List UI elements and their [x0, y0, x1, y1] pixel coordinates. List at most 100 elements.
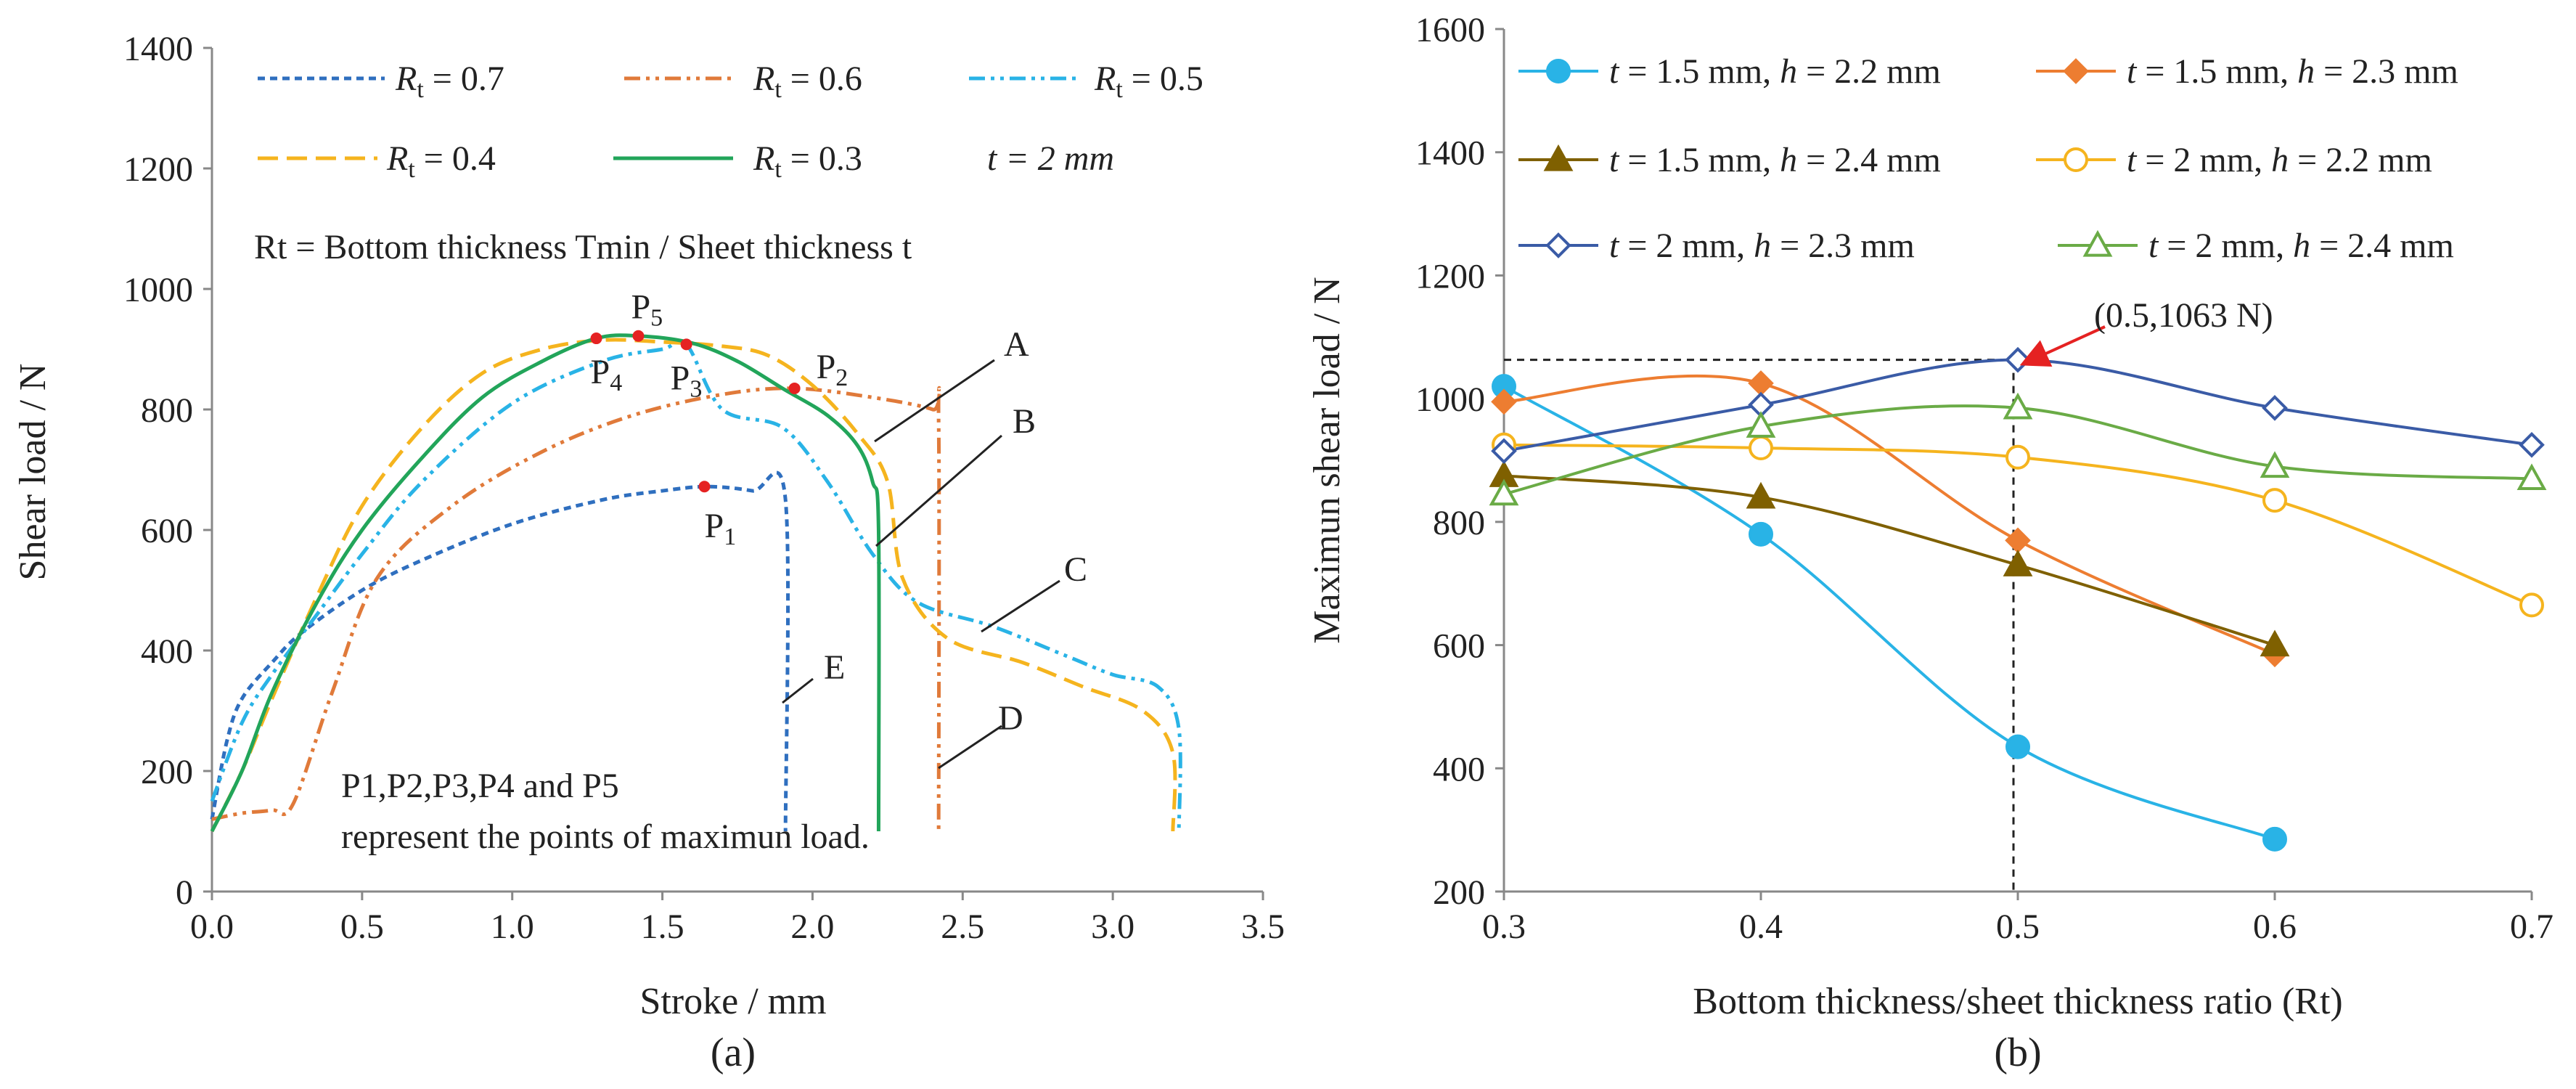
chart-a-max-point-letter: P — [671, 359, 690, 397]
chart-a-max-point-letter: P — [591, 353, 610, 391]
chart-b-xtick-label: 0.4 — [1739, 908, 1783, 946]
legend-a-rest: = 0.3 — [782, 139, 862, 178]
chart-b-ytick-label: 1600 — [1415, 11, 1485, 49]
callout-c-label: C — [1064, 550, 1087, 589]
chart-b-legend-h-value: = 2.2 mm — [1797, 52, 1941, 91]
chart-b-legend-h-symbol: h — [2297, 52, 2315, 91]
chart-b-point-4 — [2519, 431, 2545, 458]
chart-a-ytick-label: 600 — [141, 512, 193, 550]
chart-a-max-point-label: P3 — [671, 359, 703, 402]
chart-a-max-point — [788, 382, 801, 394]
chart-b-point-5 — [2003, 392, 2033, 420]
chart-a-ytick-label: 1000 — [123, 271, 193, 309]
legend-a-sym: R — [395, 60, 417, 98]
chart-b-legend-label: t = 1.5 mm, h = 2.2 mm — [1609, 52, 1941, 91]
chart-b-legend-label: t = 2 mm, h = 2.3 mm — [1609, 227, 1915, 265]
chart-b-xlabel-text: Bottom thickness/sheet thickness ratio (… — [1693, 981, 2342, 1022]
chart-b-markers — [1489, 346, 2547, 852]
chart-b-legend-t-value: = 2 mm, — [1619, 227, 1754, 265]
chart-a-max-point — [590, 333, 602, 345]
chart-a-xtick-label: 2.5 — [941, 908, 984, 946]
legend-a-sym: R — [386, 139, 408, 178]
chart-b-legend-label: t = 2 mm, h = 2.4 mm — [2148, 227, 2454, 265]
chart-b-legend-h-value: = 2.4 mm — [2310, 227, 2454, 265]
chart-b-legend-h-symbol: h — [2271, 141, 2289, 179]
chart-b-xtick-label: 0.3 — [1482, 908, 1526, 946]
callout-e-line — [782, 677, 814, 704]
chart-b-legend-h-symbol: h — [1780, 52, 1797, 91]
chart-b-point-4 — [2005, 346, 2031, 373]
chart-b-legend-label: t = 1.5 mm, h = 2.3 mm — [2127, 52, 2458, 91]
chart-b-ytick-label: 600 — [1433, 627, 1485, 666]
chart-b-legend-t-symbol: t — [1609, 52, 1620, 91]
chart-a-series — [210, 333, 1182, 833]
chart-b-legend-h-value: = 2.4 mm — [1797, 141, 1941, 179]
chart-a-xtick-label: 3.5 — [1241, 908, 1285, 946]
callout-d-line — [938, 725, 1002, 770]
chart-b-reference-lines — [1504, 359, 2018, 892]
chart-b-point-0 — [2262, 826, 2287, 852]
chart-a-xlabel: Stroke / mm — [639, 981, 826, 1022]
legend-a-sym: R — [753, 139, 774, 178]
chart-a-xtick-label: 3.0 — [1091, 908, 1134, 946]
chart-b-point-1 — [2005, 527, 2031, 554]
chart-a-xtick-label: 0.0 — [190, 908, 234, 946]
chart-b-point-3 — [1749, 436, 1773, 461]
chart-b-ticks: 0.3 0.4 0.5 0.6 0.7 200 400 600 800 1000 1200 1400 1… — [1415, 11, 2553, 946]
legend-a-rest: = 0.6 — [782, 60, 862, 98]
chart-b-legend-h-value: = 2.2 mm — [2289, 141, 2432, 179]
chart-a-callouts — [782, 359, 1060, 770]
callout-d-label: D — [998, 699, 1023, 738]
chart-b-legend-h-value: = 2.3 mm — [1771, 227, 1915, 265]
callout-c-line — [981, 579, 1060, 633]
chart-b-ytick-label: 1200 — [1415, 257, 1485, 295]
chart-a-max-point-label: P5 — [631, 288, 663, 332]
chart-a-xtick-label: 2.0 — [790, 908, 834, 946]
chart-a-max-point-label: P1 — [704, 507, 736, 550]
chart-a-max-point — [698, 481, 711, 493]
chart-b-series — [1503, 358, 2532, 841]
callout-b-line — [875, 434, 1002, 547]
chart-b-legend-label: t = 2 mm, h = 2.2 mm — [2127, 141, 2432, 179]
chart-a-legend: Rt = 0.7 Rt = 0.6 Rt = 0.5 Rt = 0.4 Rt =… — [254, 60, 1203, 266]
callout-a-label: A — [1004, 325, 1029, 364]
chart-b-ylabel: Maximun shear load / N — [1307, 277, 1348, 643]
chart-b-point-2 — [1746, 481, 1776, 509]
chart-b-legend-t-value: = 2 mm, — [2136, 141, 2271, 179]
chart-a-max-point-label: P4 — [591, 353, 623, 396]
chart-b-point-2 — [2260, 629, 2290, 657]
chart-b-point-5 — [1489, 478, 1519, 506]
chart-a-max-point-letter: P — [631, 288, 650, 327]
chart-a-max-point-letter: P — [817, 348, 836, 386]
chart-a-ytick-label: 800 — [141, 391, 193, 430]
chart-a-series-line-3 — [210, 338, 1177, 833]
legend-a-definition: Rt = Bottom thickness Tmin / Sheet thick… — [254, 228, 912, 266]
chart-b-xtick-label: 0.5 — [1996, 908, 2040, 946]
chart-b-point-1 — [1491, 388, 1517, 415]
chart-a-ytick-label: 200 — [141, 753, 193, 791]
chart-b-series-line-1 — [1503, 374, 2276, 656]
chart-b-point-3 — [2262, 488, 2287, 513]
chart-b-legend-t-value: = 1.5 mm, — [1619, 141, 1780, 179]
chart-a-series-line-4 — [210, 333, 881, 833]
legend-a-sub: t — [774, 76, 782, 103]
chart-a-series-line-0 — [210, 470, 790, 832]
chart-b-ytick-label: 1000 — [1415, 380, 1485, 419]
legend-a-sym: R — [753, 60, 774, 98]
chart-b-legend-t-value: = 1.5 mm, — [2136, 52, 2297, 91]
chart-b-ytick-label: 400 — [1433, 750, 1485, 788]
legend-a-label-rt04: Rt = 0.4 — [386, 139, 496, 183]
legend-a-sub: t — [1116, 76, 1123, 103]
chart-b-caption: (b) — [1994, 1030, 2041, 1075]
chart-a-max-point-sub: 2 — [835, 364, 848, 391]
chart-a-points-note-1: P1,P2,P3,P4 and P5 — [341, 767, 619, 805]
chart-b-legend-h-symbol: h — [1780, 141, 1797, 179]
chart-a-ylabel: Shear load / N — [12, 364, 54, 581]
chart-a-max-point — [680, 338, 692, 351]
chart-b-legend-t-symbol: t — [2148, 227, 2159, 265]
legend-a-rest: = 0.4 — [415, 139, 496, 178]
chart-b-point-1 — [1748, 370, 1774, 396]
chart-b-ytick-label: 800 — [1433, 504, 1485, 542]
